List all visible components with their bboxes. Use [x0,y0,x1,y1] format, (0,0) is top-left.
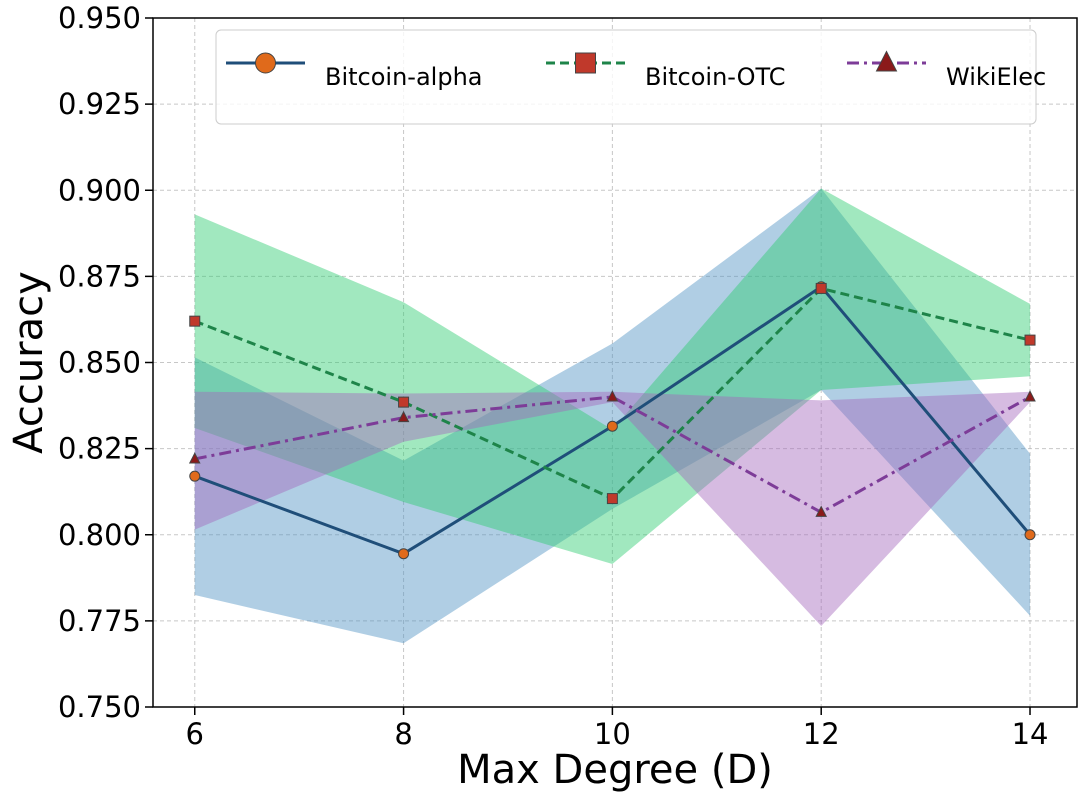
data-point-bitcoin-otc [189,315,201,327]
x-tick-label: 14 [1012,717,1049,751]
data-point-bitcoin-alpha [398,548,410,560]
data-point-wikielec [815,505,828,517]
y-tick-label: 0.900 [58,173,141,207]
axis-ticks: 6 8 10 12 14 0.750 0.775 0.800 0.825 0.850 0.875 0.… [58,1,1049,751]
data-point-wikielec [606,390,619,402]
data-point-wikielec [188,452,201,464]
y-tick-label: 0.850 [58,346,141,380]
y-axis-title: Accuracy [6,271,52,454]
band-bitcoin-alpha [194,188,1031,644]
data-point-bitcoin-otc [1024,334,1036,346]
x-tick-label: 10 [594,717,631,751]
legend-label: Bitcoin-alpha [325,63,483,91]
data-point-bitcoin-alpha [189,470,201,482]
y-tick-label: 0.825 [58,432,141,466]
y-tick-label: 0.800 [58,518,141,552]
data-point-bitcoin-otc [815,282,827,294]
y-tick-label: 0.750 [58,690,141,724]
legend-swatch-marker [875,50,898,72]
data-point-bitcoin-alpha [1024,529,1036,541]
band-wikielec [194,391,1031,627]
data-point-wikielec [1024,390,1036,402]
data-point-wikielec [397,410,410,423]
series-markers [188,281,1036,560]
data-point-bitcoin-otc [606,493,618,505]
legend-label: WikiElec [946,63,1046,91]
y-tick-label: 0.875 [58,259,141,293]
legend-swatch-marker [575,52,596,74]
x-tick-label: 12 [803,717,840,751]
x-tick-label: 8 [394,717,412,751]
y-tick-label: 0.925 [58,87,141,121]
y-tick-label: 0.775 [58,604,141,638]
x-axis-title: Max Degree (D) [457,747,773,793]
data-point-bitcoin-otc [398,396,410,408]
x-tick-label: 6 [186,717,204,751]
data-point-bitcoin-alpha [606,420,618,432]
legend: Bitcoin-alpha Bitcoin-OTC WikiElec [215,29,1046,125]
legend-box [215,29,1037,125]
y-tick-label: 0.950 [58,1,141,35]
legend-swatch-marker [255,52,276,74]
legend-label: Bitcoin-OTC [645,63,786,91]
